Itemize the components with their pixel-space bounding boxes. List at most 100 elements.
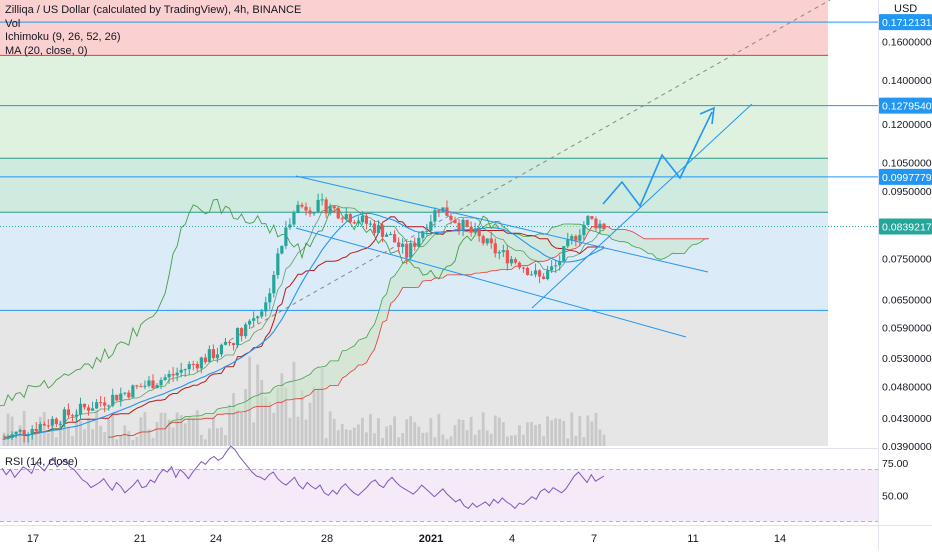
candle-body[interactable] xyxy=(123,392,127,394)
candle-body[interactable] xyxy=(537,270,542,277)
candle-body[interactable] xyxy=(264,302,268,312)
candle-body[interactable] xyxy=(529,274,534,276)
candle-body[interactable] xyxy=(147,380,151,386)
candle-body[interactable] xyxy=(429,221,433,231)
candle-body[interactable] xyxy=(413,243,417,247)
candle-body[interactable] xyxy=(578,235,582,241)
candle-body[interactable] xyxy=(179,369,183,373)
candle-body[interactable] xyxy=(509,259,513,264)
candle-body[interactable] xyxy=(340,218,344,220)
candle-body[interactable] xyxy=(485,238,489,244)
candle-body[interactable] xyxy=(594,218,598,229)
candle-body[interactable] xyxy=(368,223,373,225)
candle-body[interactable] xyxy=(461,219,465,230)
candle-body[interactable] xyxy=(570,236,574,240)
candle-body[interactable] xyxy=(296,204,300,213)
candle-body[interactable] xyxy=(99,402,103,404)
candle-body[interactable] xyxy=(111,394,115,406)
candle-body[interactable] xyxy=(457,223,461,230)
candle-body[interactable] xyxy=(582,224,586,236)
candle-body[interactable] xyxy=(602,223,606,230)
candle-body[interactable] xyxy=(405,243,409,258)
candle-body[interactable] xyxy=(34,428,38,432)
candle-body[interactable] xyxy=(127,392,131,398)
candle-body[interactable] xyxy=(292,212,296,225)
candle-body[interactable] xyxy=(388,234,393,236)
candle-body[interactable] xyxy=(58,423,62,425)
candle-body[interactable] xyxy=(70,415,75,417)
candle-body[interactable] xyxy=(260,311,264,317)
candle-body[interactable] xyxy=(550,266,554,271)
candle-body[interactable] xyxy=(316,199,320,213)
price-label-box[interactable] xyxy=(879,14,932,31)
candle-body[interactable] xyxy=(481,236,485,244)
legend-rsi[interactable]: RSI (14, close) xyxy=(5,456,78,468)
price-label-text[interactable]: 0.17121318 xyxy=(882,17,932,29)
candle-body[interactable] xyxy=(590,216,594,219)
candle-body[interactable] xyxy=(219,344,224,355)
candle-body[interactable] xyxy=(195,363,199,369)
candle-body[interactable] xyxy=(183,369,187,371)
candle-body[interactable] xyxy=(203,357,207,363)
candle-body[interactable] xyxy=(22,429,26,436)
candle-body[interactable] xyxy=(26,434,30,436)
candle-body[interactable] xyxy=(304,206,308,211)
candle-body[interactable] xyxy=(328,206,332,214)
candle-body[interactable] xyxy=(10,434,14,438)
candle-body[interactable] xyxy=(598,223,602,229)
candle-body[interactable] xyxy=(135,385,139,387)
candle-body[interactable] xyxy=(453,220,457,224)
candle-body[interactable] xyxy=(231,343,236,346)
candle-body[interactable] xyxy=(409,243,413,258)
candle-body[interactable] xyxy=(143,385,147,387)
candle-body[interactable] xyxy=(288,224,292,228)
candle-body[interactable] xyxy=(244,324,248,337)
candle-body[interactable] xyxy=(393,234,397,243)
candle-body[interactable] xyxy=(437,210,441,212)
candle-body[interactable] xyxy=(62,409,67,424)
candle-body[interactable] xyxy=(441,207,445,212)
candle-body[interactable] xyxy=(477,228,481,237)
price-label-text[interactable]: 0.12795402 xyxy=(882,101,932,113)
candle-body[interactable] xyxy=(574,236,578,241)
candle-body[interactable] xyxy=(54,418,58,425)
candle-body[interactable] xyxy=(239,328,244,337)
candle-body[interactable] xyxy=(115,394,119,401)
candle-body[interactable] xyxy=(554,265,558,267)
candle-body[interactable] xyxy=(473,228,477,233)
candle-body[interactable] xyxy=(336,208,340,219)
candle-body[interactable] xyxy=(86,407,91,411)
candle-body[interactable] xyxy=(252,318,256,321)
candle-body[interactable] xyxy=(300,204,304,207)
candle-body[interactable] xyxy=(82,403,87,408)
candle-body[interactable] xyxy=(280,245,284,254)
candle-body[interactable] xyxy=(14,431,18,435)
candle-body[interactable] xyxy=(533,270,538,275)
candle-body[interactable] xyxy=(6,437,10,439)
price-label-box[interactable] xyxy=(879,168,932,185)
candle-body[interactable] xyxy=(521,267,526,269)
candle-body[interactable] xyxy=(2,438,6,440)
candle-body[interactable] xyxy=(50,418,54,426)
legend-title[interactable]: Zilliqa / US Dollar (calculated by Tradi… xyxy=(5,4,302,16)
candle-body[interactable] xyxy=(566,239,570,247)
candle-body[interactable] xyxy=(167,373,171,378)
support-trendline[interactable] xyxy=(531,103,753,309)
candle-body[interactable] xyxy=(517,262,522,268)
forecast-path[interactable] xyxy=(602,111,713,208)
candle-body[interactable] xyxy=(199,357,203,369)
candle-body[interactable] xyxy=(90,408,95,411)
legend-vol[interactable]: Vol xyxy=(5,17,21,30)
candle-body[interactable] xyxy=(155,385,159,389)
candle-body[interactable] xyxy=(131,385,135,398)
candle-body[interactable] xyxy=(586,216,590,225)
candle-body[interactable] xyxy=(360,215,364,223)
candle-body[interactable] xyxy=(312,212,316,214)
legend-ichimoku[interactable]: Ichimoku (9, 26, 52, 26) xyxy=(5,31,121,43)
candle-body[interactable] xyxy=(74,414,79,417)
candle-body[interactable] xyxy=(276,253,280,276)
candle-body[interactable] xyxy=(356,222,360,224)
candle-body[interactable] xyxy=(151,380,155,389)
candle-body[interactable] xyxy=(562,246,566,262)
